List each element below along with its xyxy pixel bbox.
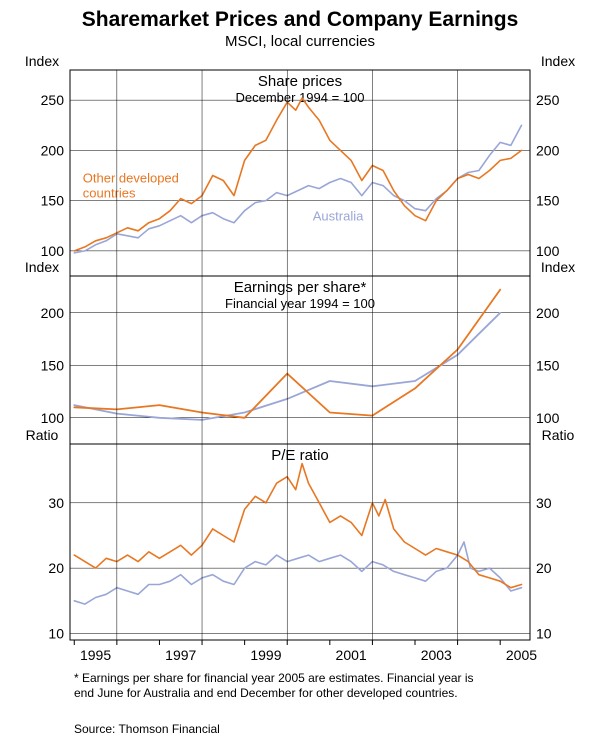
- xtick-label: 2005: [506, 647, 537, 663]
- ytick-left: 150: [41, 193, 65, 209]
- series-label: Other developed: [83, 171, 179, 186]
- ytick-right: 250: [536, 92, 560, 108]
- ytick-right: 200: [536, 142, 560, 158]
- ytick-left: 100: [41, 410, 65, 426]
- series-label: Australia: [313, 209, 364, 224]
- ytick-right: 150: [536, 357, 560, 373]
- yaxis-label-right: Index: [541, 53, 575, 69]
- yaxis-label-right: Ratio: [542, 427, 575, 443]
- ytick-left: 20: [48, 560, 64, 576]
- ytick-right: 20: [536, 560, 552, 576]
- panel-title: Earnings per share*: [234, 279, 367, 296]
- yaxis-label-right: Index: [541, 259, 575, 275]
- xtick-label: 2001: [336, 647, 367, 663]
- ytick-left: 10: [48, 625, 64, 641]
- ytick-left: 200: [41, 142, 65, 158]
- ytick-left: 150: [41, 357, 65, 373]
- ytick-right: 100: [536, 410, 560, 426]
- ytick-left: 30: [48, 495, 64, 511]
- footnote: end June for Australia and end December …: [74, 686, 458, 700]
- yaxis-label-left: Index: [25, 53, 59, 69]
- ytick-left: 200: [41, 305, 65, 321]
- chart-title: Sharemarket Prices and Company Earnings: [82, 8, 519, 31]
- ytick-left: 100: [41, 243, 65, 259]
- chart-figure: Sharemarket Prices and Company Earnings M…: [0, 0, 600, 747]
- yaxis-label-left: Index: [25, 259, 59, 275]
- source: Source: Thomson Financial: [74, 722, 220, 736]
- xtick-label: 1995: [80, 647, 111, 663]
- panel-title: P/E ratio: [271, 447, 329, 464]
- ytick-right: 200: [536, 305, 560, 321]
- chart-subtitle: MSCI, local currencies: [225, 33, 375, 50]
- panel-title: Share prices: [258, 73, 342, 90]
- xtick-label: 1997: [165, 647, 196, 663]
- yaxis-label-left: Ratio: [26, 427, 59, 443]
- xtick-label: 1999: [250, 647, 281, 663]
- series-label: countries: [83, 186, 136, 201]
- xtick-label: 2003: [421, 647, 452, 663]
- ytick-right: 30: [536, 495, 552, 511]
- ytick-right: 100: [536, 243, 560, 259]
- ytick-left: 250: [41, 92, 65, 108]
- ytick-right: 10: [536, 625, 552, 641]
- footnote: * Earnings per share for financial year …: [74, 671, 474, 685]
- ytick-right: 150: [536, 193, 560, 209]
- panel-subtitle: Financial year 1994 = 100: [225, 296, 375, 311]
